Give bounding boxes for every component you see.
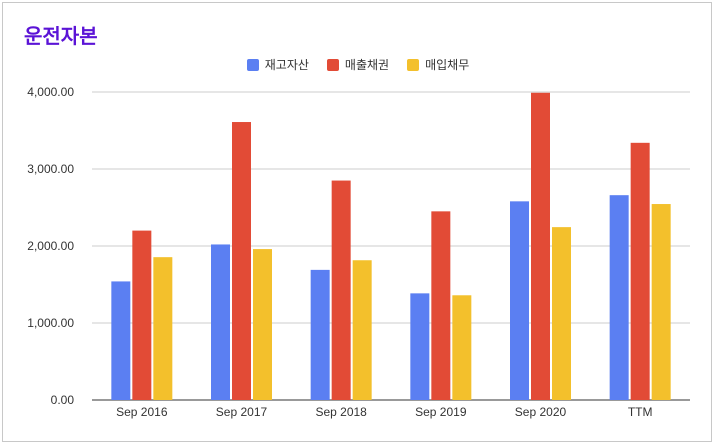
bar	[232, 122, 251, 400]
legend-label: 매출채권	[344, 58, 390, 72]
legend-swatch	[326, 58, 339, 71]
y-tick-label: 4,000.00	[27, 85, 74, 99]
legend-swatch	[407, 58, 420, 71]
bar	[153, 257, 173, 400]
chart-legend: 재고자산 매출채권 매입채무	[0, 56, 716, 73]
x-tick-label: Sep 2018	[315, 405, 367, 419]
bar	[609, 195, 629, 400]
bar	[111, 281, 131, 400]
x-tick-label: Sep 2019	[415, 405, 467, 419]
bar	[352, 260, 372, 400]
y-tick-label: 1,000.00	[27, 316, 74, 330]
y-tick-label: 2,000.00	[27, 239, 74, 253]
x-tick-label: Sep 2020	[515, 405, 567, 419]
chart-title: 운전자본	[24, 24, 98, 48]
legend-item-series-2[interactable]: 매출채권	[326, 56, 390, 73]
bar	[651, 204, 671, 400]
bar	[253, 249, 272, 400]
bar	[552, 227, 571, 400]
bar	[531, 92, 550, 401]
x-tick-label: Sep 2016	[116, 405, 168, 419]
bar	[452, 295, 472, 400]
bar	[510, 201, 529, 400]
legend-label: 재고자산	[264, 58, 309, 72]
bar	[132, 230, 152, 400]
x-tick-label: Sep 2017	[216, 405, 268, 419]
x-tick-label: TTM	[628, 405, 653, 419]
legend-swatch	[246, 58, 259, 71]
legend-item-series-3[interactable]: 매입채무	[407, 56, 469, 73]
legend-label: 매입채무	[425, 58, 470, 72]
y-tick-label: 3,000.00	[27, 162, 74, 176]
y-tick-label: 0.00	[51, 393, 75, 407]
bar	[630, 142, 650, 400]
bar	[331, 180, 351, 400]
bar	[310, 269, 330, 400]
legend-item-series-1[interactable]: 재고자산	[246, 56, 309, 73]
bar	[431, 211, 451, 400]
bar	[211, 244, 230, 400]
bar	[410, 293, 430, 400]
